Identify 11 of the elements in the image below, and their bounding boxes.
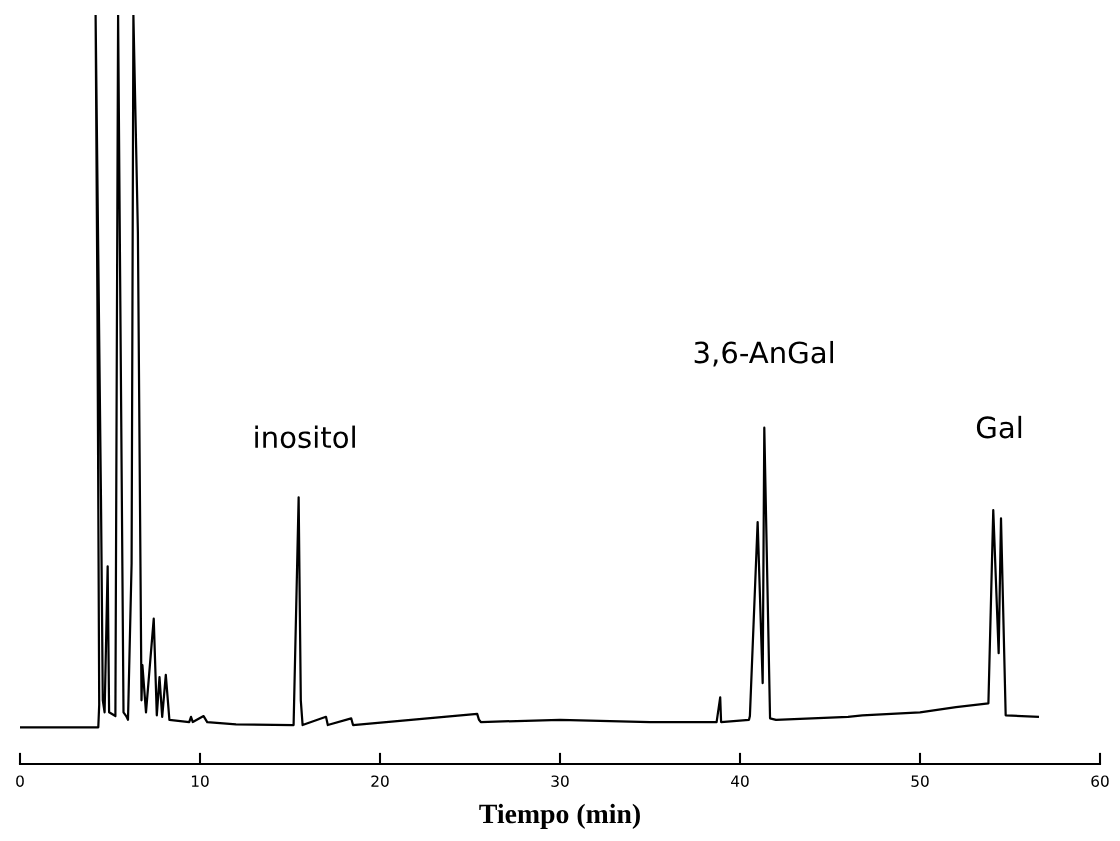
x-tick-label: 10 <box>191 775 209 787</box>
x-tick-label: 30 <box>551 775 569 787</box>
x-tick-label: 20 <box>371 775 389 787</box>
x-tick-label: 40 <box>731 775 749 787</box>
x-tick-label: 50 <box>911 775 929 787</box>
annotation: inositol <box>255 425 355 449</box>
annotation: Gal <box>976 415 1022 439</box>
x-axis-title: Tiempo (min) <box>479 803 640 829</box>
x-tick-label: 60 <box>1091 775 1109 787</box>
x-tick-label: 0 <box>16 775 24 787</box>
annotation: 3,6-AnGal <box>694 340 834 367</box>
